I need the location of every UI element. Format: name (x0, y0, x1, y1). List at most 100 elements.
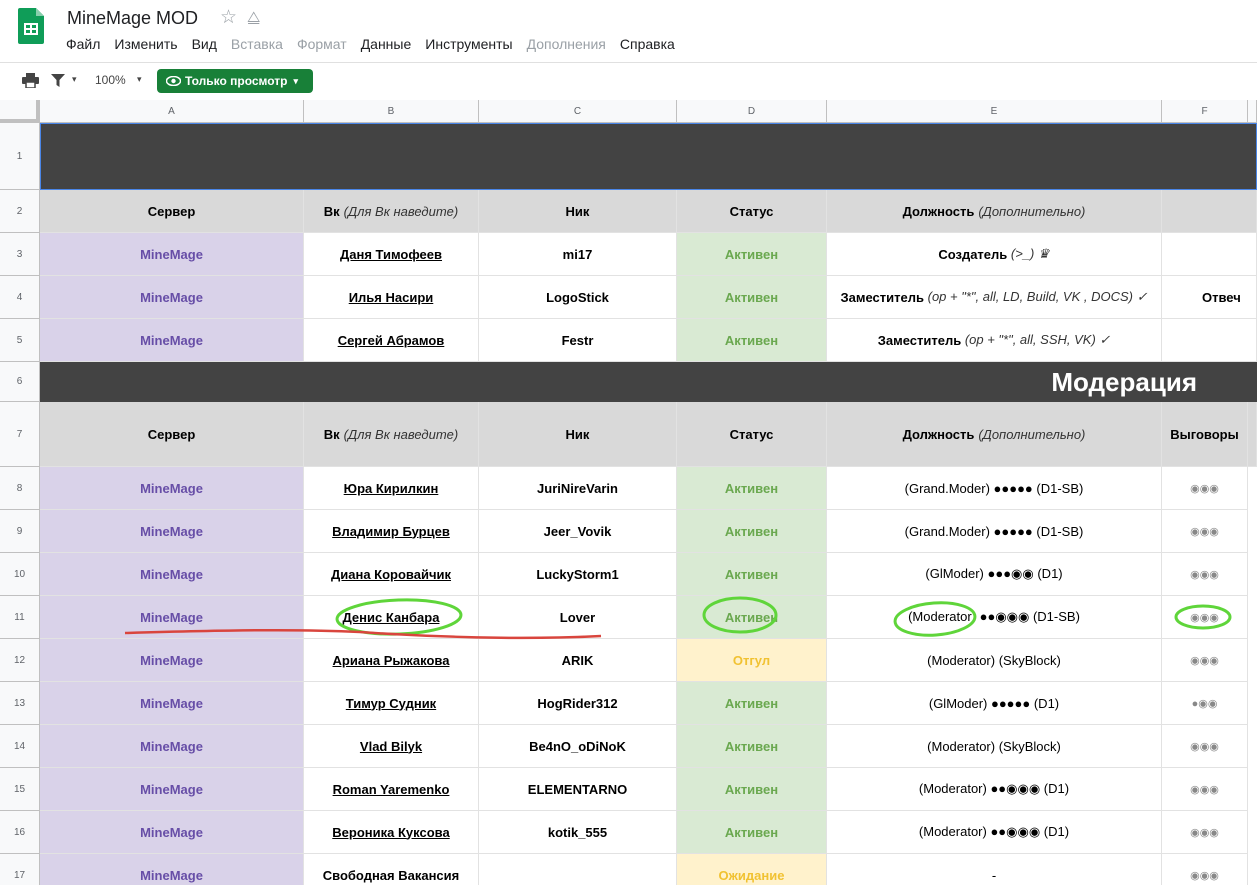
nick-cell[interactable]: LogoStick (479, 276, 677, 319)
banner-row[interactable] (40, 123, 1257, 190)
status-cell[interactable]: Отгул (677, 639, 827, 682)
sheets-logo-icon[interactable] (18, 8, 44, 44)
column-header-a[interactable]: A (40, 100, 304, 123)
star-icon[interactable]: ☆ (220, 7, 238, 28)
server-cell[interactable]: MineMage (40, 596, 304, 639)
zoom-caret-icon[interactable]: ▾ (137, 74, 142, 84)
header-warnings[interactable]: Выговоры (1162, 402, 1248, 467)
row-header[interactable]: 4 (0, 276, 40, 319)
vk-link[interactable]: Владимир Бурцев (304, 510, 479, 553)
warnings-cell[interactable]: ●◉◉ (1162, 682, 1248, 725)
column-header-f[interactable]: F (1162, 100, 1248, 123)
server-cell[interactable]: MineMage (40, 233, 304, 276)
row-header[interactable]: 9 (0, 510, 40, 553)
vk-link[interactable]: Сергей Абрамов (304, 319, 479, 362)
header-status[interactable]: Статус (677, 402, 827, 467)
section-row[interactable]: Модерация (40, 362, 1257, 402)
status-cell[interactable]: Активен (677, 467, 827, 510)
column-header-c[interactable]: C (479, 100, 677, 123)
status-cell[interactable]: Активен (677, 510, 827, 553)
nick-cell[interactable]: mi17 (479, 233, 677, 276)
position-cell[interactable]: (Moderator) ●●◉◉◉ (D1) (827, 811, 1162, 854)
row-header[interactable]: 17 (0, 854, 40, 885)
nick-cell[interactable]: HogRider312 (479, 682, 677, 725)
column-header-e[interactable]: E (827, 100, 1162, 123)
header-nick[interactable]: Ник (479, 190, 677, 233)
document-title[interactable]: MineMage MOD (67, 8, 199, 28)
position-cell[interactable]: (Moderator) ●●◉◉◉ (D1-SB) (827, 596, 1162, 639)
menu-view[interactable]: Вид (191, 36, 217, 52)
drive-status-icon[interactable]: ⧋ (247, 9, 261, 26)
position-cell[interactable]: (Grand.Moder) ●●●●● (D1-SB) (827, 467, 1162, 510)
row-header[interactable]: 16 (0, 811, 40, 854)
warnings-cell[interactable]: ◉◉◉ (1162, 467, 1248, 510)
header-server[interactable]: Сервер (40, 190, 304, 233)
header-status[interactable]: Статус (677, 190, 827, 233)
warnings-cell[interactable]: ◉◉◉ (1162, 725, 1248, 768)
nick-cell[interactable]: Festr (479, 319, 677, 362)
nick-cell[interactable]: ELEMENTARNO (479, 768, 677, 811)
header-vk[interactable]: Вк (Для Вк наведите) (304, 402, 479, 467)
nick-cell[interactable]: ARIK (479, 639, 677, 682)
status-cell[interactable]: Активен (677, 768, 827, 811)
column-header-g[interactable] (1248, 100, 1257, 123)
row-header[interactable]: 2 (0, 190, 40, 233)
menu-insert[interactable]: Вставка (230, 36, 283, 52)
server-cell[interactable]: MineMage (40, 639, 304, 682)
server-cell[interactable]: MineMage (40, 682, 304, 725)
row-header[interactable]: 3 (0, 233, 40, 276)
row-header[interactable]: 6 (0, 362, 40, 402)
menu-tools[interactable]: Инструменты (425, 36, 513, 52)
status-cell[interactable]: Активен (677, 553, 827, 596)
menu-help[interactable]: Справка (619, 36, 675, 52)
warnings-cell[interactable]: ◉◉◉ (1162, 553, 1248, 596)
status-cell[interactable]: Активен (677, 233, 827, 276)
status-cell[interactable]: Активен (677, 811, 827, 854)
extra-cell[interactable] (1162, 319, 1257, 362)
row-header[interactable]: 15 (0, 768, 40, 811)
filter-icon[interactable] (51, 74, 65, 87)
row-header[interactable]: 14 (0, 725, 40, 768)
vk-link[interactable]: Даня Тимофеев (304, 233, 479, 276)
header-extra[interactable] (1162, 190, 1257, 233)
nick-cell[interactable]: Jeer_Vovik (479, 510, 677, 553)
status-cell[interactable]: Активен (677, 319, 827, 362)
select-all-corner[interactable] (0, 100, 40, 123)
header-nick[interactable]: Ник (479, 402, 677, 467)
position-cell[interactable]: (GlModer) ●●●◉◉ (D1) (827, 553, 1162, 596)
filter-caret-icon[interactable]: ▾ (72, 74, 77, 84)
nick-cell[interactable]: JuriNireVarin (479, 467, 677, 510)
server-cell[interactable]: MineMage (40, 768, 304, 811)
position-cell[interactable]: Заместитель (op + "*", all, SSH, VK) ✓ (827, 319, 1162, 362)
vk-cell[interactable]: Свободная Вакансия (304, 854, 479, 885)
row-header[interactable]: 1 (0, 123, 40, 190)
nick-cell[interactable]: Lover (479, 596, 677, 639)
server-cell[interactable]: MineMage (40, 510, 304, 553)
warnings-cell[interactable]: ◉◉◉ (1162, 768, 1248, 811)
zoom-select[interactable]: 100% (95, 73, 126, 87)
warnings-cell[interactable]: ◉◉◉ (1162, 811, 1248, 854)
print-icon[interactable] (22, 73, 39, 88)
vk-link[interactable]: Vlad Bilyk (304, 725, 479, 768)
menu-format[interactable]: Формат (296, 36, 347, 52)
header-server[interactable]: Сервер (40, 402, 304, 467)
menu-edit[interactable]: Изменить (114, 36, 178, 52)
header-position[interactable]: Должность (Дополнительно) (827, 402, 1162, 467)
position-cell[interactable]: (Grand.Moder) ●●●●● (D1-SB) (827, 510, 1162, 553)
extra-cell[interactable] (1162, 233, 1257, 276)
server-cell[interactable]: MineMage (40, 467, 304, 510)
position-cell[interactable]: Заместитель (op + "*", all, LD, Build, V… (827, 276, 1162, 319)
position-cell[interactable]: (GlModer) ●●●●● (D1) (827, 682, 1162, 725)
vk-link[interactable]: Денис Канбара (304, 596, 479, 639)
position-cell[interactable]: (Moderator) (SkyBlock) (827, 725, 1162, 768)
nick-cell[interactable]: LuckyStorm1 (479, 553, 677, 596)
vk-link[interactable]: Юра Кирилкин (304, 467, 479, 510)
vk-link[interactable]: Илья Насири (304, 276, 479, 319)
row-header[interactable]: 10 (0, 553, 40, 596)
status-cell[interactable]: Ожидание (677, 854, 827, 885)
vk-link[interactable]: Roman Yaremenko (304, 768, 479, 811)
menu-file[interactable]: Файл (66, 36, 101, 52)
nick-cell[interactable]: Be4nO_oDiNoK (479, 725, 677, 768)
view-only-button[interactable]: Только просмотр ▾ (157, 69, 313, 93)
nick-cell[interactable]: kotik_555 (479, 811, 677, 854)
